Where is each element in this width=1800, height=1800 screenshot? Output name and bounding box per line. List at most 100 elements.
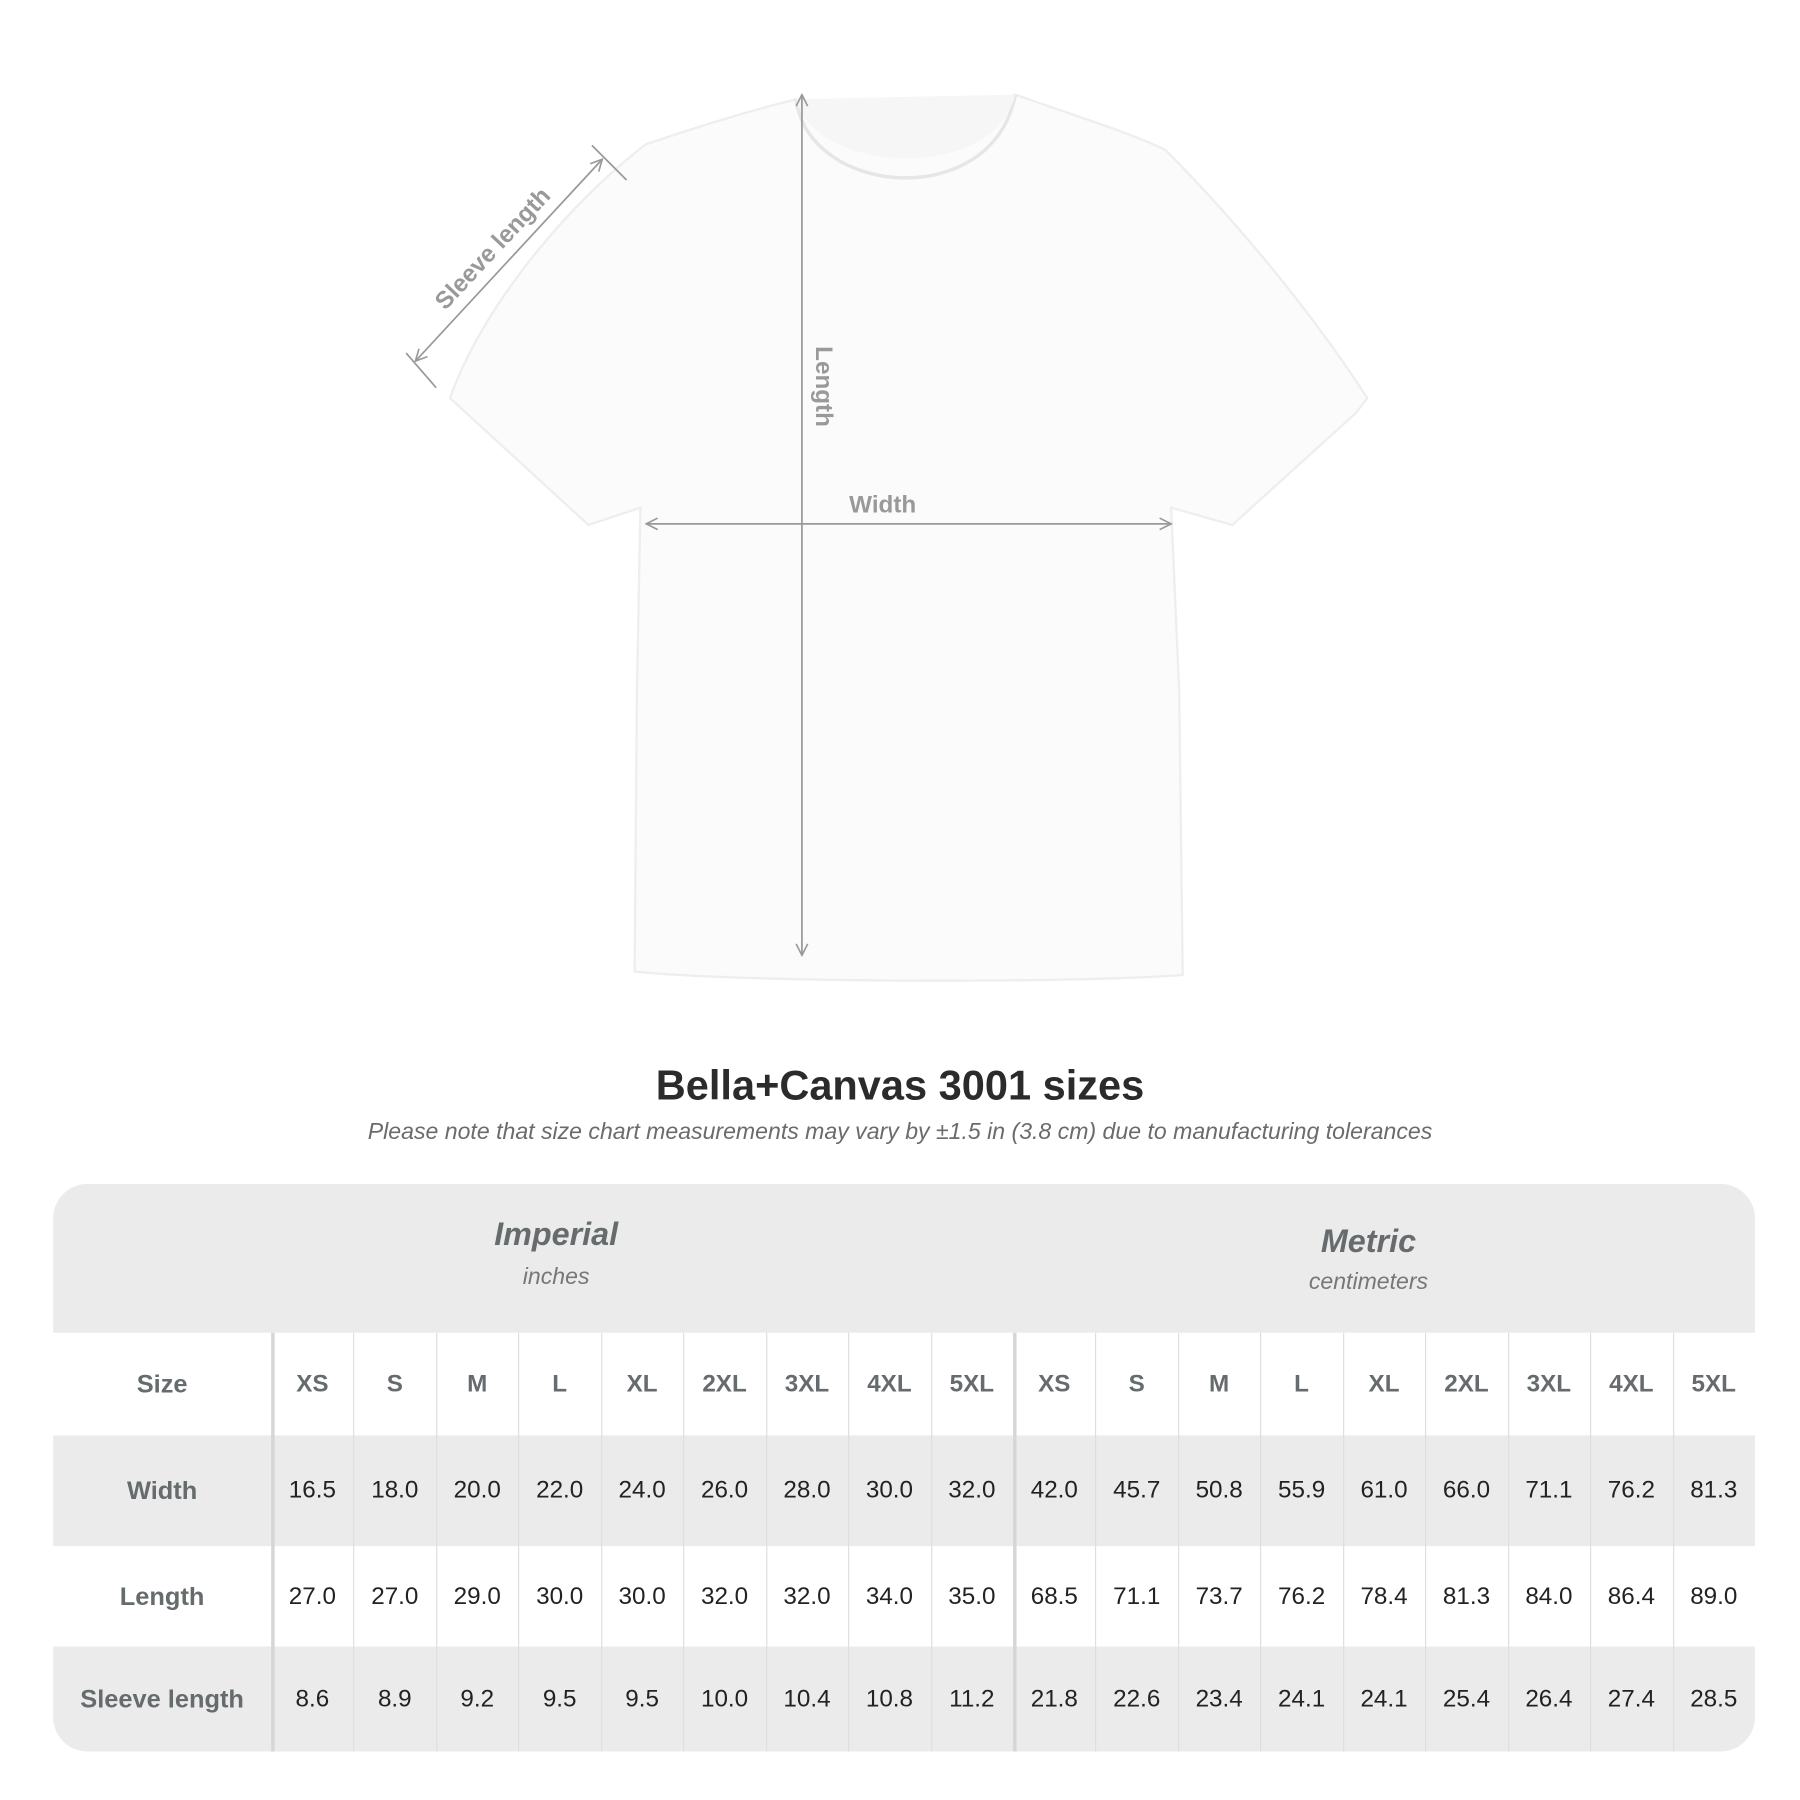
size-header-cell: XS — [1038, 1370, 1071, 1397]
value-cell: 23.4 — [1195, 1685, 1243, 1712]
tshirt-collar — [794, 94, 1018, 180]
size-header-cell: 4XL — [867, 1370, 912, 1397]
value-cell: 42.0 — [1030, 1476, 1078, 1504]
tshirt-diagram: Width Length Sleeve length — [405, 93, 1369, 982]
value-cell: 10.0 — [700, 1685, 749, 1712]
value-cell: 68.5 — [1030, 1582, 1078, 1610]
column-divider — [353, 1332, 355, 1752]
value-cell: 78.4 — [1360, 1582, 1408, 1610]
imperial-title: Imperial — [494, 1216, 619, 1252]
size-header-cell: XS — [296, 1370, 329, 1397]
size-header-cell: XL — [1368, 1370, 1400, 1397]
column-divider — [271, 1332, 275, 1752]
row-label: Sleeve length — [80, 1684, 244, 1713]
size-header-cell: M — [467, 1370, 488, 1397]
table-row: Width 16.5 18.0 20.0 22.0 24.0 26.0 28.0 30.0 32… — [53, 1435, 1756, 1547]
column-divider — [1507, 1332, 1509, 1752]
table-row: Sleeve length 8.6 8.9 9.2 9.5 9.5 10.0 10.4 10.… — [53, 1646, 1756, 1752]
table-header-band — [53, 1183, 1756, 1333]
value-cell: 27.4 — [1607, 1685, 1655, 1712]
size-header-cell: M — [1209, 1370, 1230, 1397]
value-cell: 71.1 — [1525, 1476, 1573, 1504]
size-header-cell: S — [1128, 1370, 1145, 1397]
metric-group: Metric centimeters — [1253, 1223, 1484, 1296]
size-header-cell: 5XL — [949, 1370, 995, 1397]
value-cell: 61.0 — [1360, 1476, 1408, 1504]
value-cell: 27.0 — [371, 1582, 419, 1610]
size-header-cell: 3XL — [1526, 1370, 1572, 1397]
value-cell: 18.0 — [371, 1476, 419, 1504]
value-cell: 22.0 — [536, 1476, 584, 1504]
tolerance-note: Please note that size chart measurements… — [367, 1119, 1433, 1145]
value-cell: 45.7 — [1113, 1476, 1161, 1504]
value-cell: 71.1 — [1113, 1582, 1161, 1610]
value-cell: 26.0 — [700, 1476, 749, 1504]
imperial-group: Imperial inches — [441, 1216, 672, 1291]
value-cell: 50.8 — [1195, 1476, 1243, 1504]
size-header-cell: L — [1294, 1370, 1309, 1397]
metric-unit: centimeters — [1308, 1269, 1429, 1295]
value-cell: 55.9 — [1278, 1476, 1326, 1504]
column-divider — [1342, 1332, 1344, 1752]
value-cell: 22.6 — [1113, 1685, 1161, 1712]
size-table: Imperial inches Metric centimeters Size … — [53, 1183, 1756, 1752]
sleeve-arrow — [415, 159, 602, 361]
length-label: Length — [810, 346, 837, 427]
size-header-cell: XL — [626, 1370, 658, 1397]
value-cell: 10.4 — [783, 1685, 831, 1712]
value-cell: 81.3 — [1690, 1476, 1738, 1504]
size-header-cell: L — [552, 1370, 568, 1397]
value-cell: 30.0 — [618, 1582, 666, 1610]
size-header-cell: 2XL — [702, 1370, 747, 1397]
value-cell: 76.2 — [1278, 1582, 1326, 1610]
column-divider — [1672, 1332, 1674, 1752]
value-cell: 20.0 — [453, 1476, 501, 1504]
column-divider — [765, 1332, 767, 1752]
column-divider — [1425, 1332, 1427, 1752]
value-cell: 9.5 — [542, 1685, 577, 1712]
column-divider — [436, 1332, 438, 1752]
value-cell: 24.1 — [1278, 1685, 1326, 1712]
value-cell: 34.0 — [865, 1582, 914, 1610]
size-row: Size XS S M L XL 2XL 3XL 4XL 5XL XS S M L XL 2XL 3XL 4XL… — [53, 1333, 1755, 1436]
value-cell: 89.0 — [1690, 1582, 1738, 1610]
column-divider — [518, 1332, 520, 1752]
value-cell: 26.4 — [1525, 1685, 1573, 1712]
value-cell: 32.0 — [700, 1582, 749, 1610]
value-cell: 10.8 — [865, 1685, 914, 1712]
value-cell: 73.7 — [1195, 1582, 1243, 1610]
table-row: Length 27.0 27.0 29.0 30.0 30.0 32.0 32.0 34.0 3… — [53, 1546, 1755, 1646]
value-cell: 30.0 — [536, 1582, 584, 1610]
row-label: Width — [126, 1475, 198, 1505]
column-divider — [1013, 1332, 1017, 1752]
value-cell: 76.2 — [1607, 1476, 1655, 1504]
column-divider — [1095, 1332, 1097, 1752]
value-cell: 35.0 — [948, 1582, 996, 1610]
value-cell: 16.5 — [288, 1476, 336, 1504]
column-divider — [1590, 1332, 1592, 1752]
size-header-cell: 5XL — [1691, 1370, 1736, 1397]
row-label: Length — [119, 1581, 205, 1611]
imperial-unit: inches — [522, 1264, 590, 1291]
value-cell: 81.3 — [1442, 1582, 1491, 1610]
value-cell: 25.4 — [1442, 1685, 1491, 1712]
value-cell: 8.9 — [377, 1685, 412, 1712]
column-divider — [1177, 1332, 1180, 1752]
value-cell: 32.0 — [948, 1476, 996, 1504]
value-cell: 27.0 — [288, 1582, 336, 1610]
size-label: Size — [136, 1369, 188, 1398]
column-divider — [683, 1332, 685, 1752]
value-cell: 24.0 — [618, 1476, 666, 1504]
value-cell: 21.8 — [1030, 1685, 1078, 1712]
value-cell: 66.0 — [1442, 1476, 1491, 1504]
size-header-cell: 4XL — [1609, 1370, 1654, 1397]
value-cell: 28.0 — [783, 1476, 831, 1504]
page-title: Bella+Canvas 3001 sizes — [655, 1061, 1145, 1109]
value-cell: 9.5 — [625, 1685, 659, 1712]
metric-title: Metric — [1320, 1223, 1417, 1259]
column-divider — [848, 1332, 850, 1752]
value-cell: 28.5 — [1690, 1685, 1738, 1712]
column-divider — [930, 1332, 932, 1752]
value-cell: 8.6 — [295, 1685, 330, 1712]
